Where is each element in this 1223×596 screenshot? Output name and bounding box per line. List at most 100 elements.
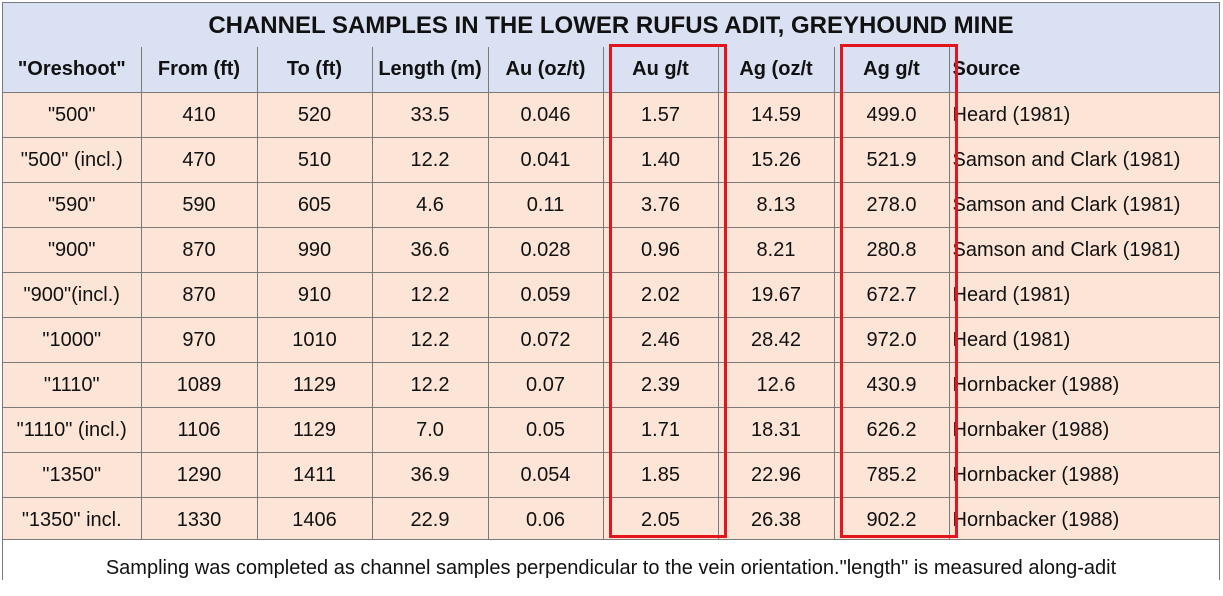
cell-ag-gt: 972.0 xyxy=(833,317,950,363)
column-header-to: To (ft) xyxy=(256,47,373,93)
channel-samples-table: "Oreshoot" From (ft) To (ft) Length (m) … xyxy=(3,47,1219,543)
cell-ag-oz: 28.42 xyxy=(717,317,835,363)
table-row: "1110" (incl.) 1106 1129 7.0 0.05 1.71 1… xyxy=(3,407,1219,453)
cell-to: 910 xyxy=(256,272,373,318)
table-row: "1350" 1290 1411 36.9 0.054 1.85 22.96 7… xyxy=(3,452,1219,498)
cell-ag-oz: 19.67 xyxy=(717,272,835,318)
cell-from: 870 xyxy=(140,272,258,318)
cell-length: 12.2 xyxy=(371,137,489,183)
table-row: "900" 870 990 36.6 0.028 0.96 8.21 280.8… xyxy=(3,227,1219,273)
cell-au-oz: 0.07 xyxy=(487,362,604,408)
cell-oreshoot: "1000" xyxy=(3,317,142,363)
cell-ag-gt: 430.9 xyxy=(833,362,950,408)
cell-from: 1330 xyxy=(140,497,258,543)
cell-length: 4.6 xyxy=(371,182,489,228)
cell-length: 36.6 xyxy=(371,227,489,273)
cell-au-oz: 0.072 xyxy=(487,317,604,363)
cell-to: 1129 xyxy=(256,362,373,408)
table-row: "500" (incl.) 470 510 12.2 0.041 1.40 15… xyxy=(3,137,1219,183)
cell-length: 33.5 xyxy=(371,92,489,138)
cell-length: 22.9 xyxy=(371,497,489,543)
cell-to: 1406 xyxy=(256,497,373,543)
cell-ag-oz: 18.31 xyxy=(717,407,835,453)
cell-au-gt: 0.96 xyxy=(602,227,719,273)
cell-from: 870 xyxy=(140,227,258,273)
column-header-au-oz: Au (oz/t) xyxy=(487,47,604,93)
cell-source: Heard (1981) xyxy=(948,317,1219,363)
header-row: "Oreshoot" From (ft) To (ft) Length (m) … xyxy=(3,47,1219,93)
column-header-from: From (ft) xyxy=(140,47,258,93)
table-frame: CHANNEL SAMPLES IN THE LOWER RUFUS ADIT,… xyxy=(2,2,1220,581)
column-header-ag-oz: Ag (oz/t xyxy=(717,47,835,93)
cell-ag-oz: 8.13 xyxy=(717,182,835,228)
cell-au-oz: 0.059 xyxy=(487,272,604,318)
cell-au-gt: 2.02 xyxy=(602,272,719,318)
cell-ag-gt: 902.2 xyxy=(833,497,950,543)
cell-ag-oz: 26.38 xyxy=(717,497,835,543)
cell-au-gt: 1.57 xyxy=(602,92,719,138)
cell-ag-gt: 672.7 xyxy=(833,272,950,318)
cell-source: Hornbacker (1988) xyxy=(948,497,1219,543)
cell-au-oz: 0.028 xyxy=(487,227,604,273)
cell-oreshoot: "900"(incl.) xyxy=(3,272,142,318)
cell-oreshoot: "1350" incl. xyxy=(3,497,142,543)
cell-au-oz: 0.11 xyxy=(487,182,604,228)
cell-source: Samson and Clark (1981) xyxy=(948,227,1219,273)
column-header-oreshoot: "Oreshoot" xyxy=(3,47,142,93)
cell-oreshoot: "1110" xyxy=(3,362,142,408)
cell-au-gt: 1.71 xyxy=(602,407,719,453)
cell-au-gt: 2.46 xyxy=(602,317,719,363)
cell-source: Samson and Clark (1981) xyxy=(948,137,1219,183)
table-title: CHANNEL SAMPLES IN THE LOWER RUFUS ADIT,… xyxy=(3,3,1219,48)
cell-source: Samson and Clark (1981) xyxy=(948,182,1219,228)
cell-length: 12.2 xyxy=(371,272,489,318)
cell-oreshoot: "500" (incl.) xyxy=(3,137,142,183)
cell-ag-oz: 12.6 xyxy=(717,362,835,408)
cell-au-gt: 1.85 xyxy=(602,452,719,498)
cell-ag-gt: 499.0 xyxy=(833,92,950,138)
cell-au-gt: 2.39 xyxy=(602,362,719,408)
cell-ag-gt: 626.2 xyxy=(833,407,950,453)
cell-from: 470 xyxy=(140,137,258,183)
cell-source: Hornbacker (1988) xyxy=(948,452,1219,498)
cell-ag-gt: 280.8 xyxy=(833,227,950,273)
cell-oreshoot: "1350" xyxy=(3,452,142,498)
column-header-length: Length (m) xyxy=(371,47,489,93)
cell-au-oz: 0.046 xyxy=(487,92,604,138)
cell-ag-oz: 8.21 xyxy=(717,227,835,273)
cell-length: 36.9 xyxy=(371,452,489,498)
cell-ag-gt: 278.0 xyxy=(833,182,950,228)
cell-to: 1129 xyxy=(256,407,373,453)
cell-from: 1290 xyxy=(140,452,258,498)
cell-from: 590 xyxy=(140,182,258,228)
cell-from: 1106 xyxy=(140,407,258,453)
column-header-source: Source xyxy=(948,47,1219,93)
cell-oreshoot: "590" xyxy=(3,182,142,228)
table-footnote: Sampling was completed as channel sample… xyxy=(3,539,1219,581)
cell-to: 605 xyxy=(256,182,373,228)
cell-to: 1411 xyxy=(256,452,373,498)
cell-au-gt: 1.40 xyxy=(602,137,719,183)
cell-source: Hornbaker (1988) xyxy=(948,407,1219,453)
table-row: "500" 410 520 33.5 0.046 1.57 14.59 499.… xyxy=(3,92,1219,138)
cell-au-oz: 0.054 xyxy=(487,452,604,498)
cell-ag-oz: 14.59 xyxy=(717,92,835,138)
column-header-au-gt: Au g/t xyxy=(602,47,719,93)
cell-au-oz: 0.06 xyxy=(487,497,604,543)
cell-length: 7.0 xyxy=(371,407,489,453)
table-row: "1000" 970 1010 12.2 0.072 2.46 28.42 97… xyxy=(3,317,1219,363)
cell-from: 410 xyxy=(140,92,258,138)
cell-from: 970 xyxy=(140,317,258,363)
table-row: "1350" incl. 1330 1406 22.9 0.06 2.05 26… xyxy=(3,497,1219,543)
table-row: "590" 590 605 4.6 0.11 3.76 8.13 278.0 S… xyxy=(3,182,1219,228)
cell-au-gt: 2.05 xyxy=(602,497,719,543)
cell-source: Hornbacker (1988) xyxy=(948,362,1219,408)
cell-ag-gt: 785.2 xyxy=(833,452,950,498)
cell-au-oz: 0.041 xyxy=(487,137,604,183)
cell-ag-oz: 22.96 xyxy=(717,452,835,498)
cell-length: 12.2 xyxy=(371,317,489,363)
table-row: "1110" 1089 1129 12.2 0.07 2.39 12.6 430… xyxy=(3,362,1219,408)
cell-length: 12.2 xyxy=(371,362,489,408)
cell-au-oz: 0.05 xyxy=(487,407,604,453)
cell-oreshoot: "1110" (incl.) xyxy=(3,407,142,453)
